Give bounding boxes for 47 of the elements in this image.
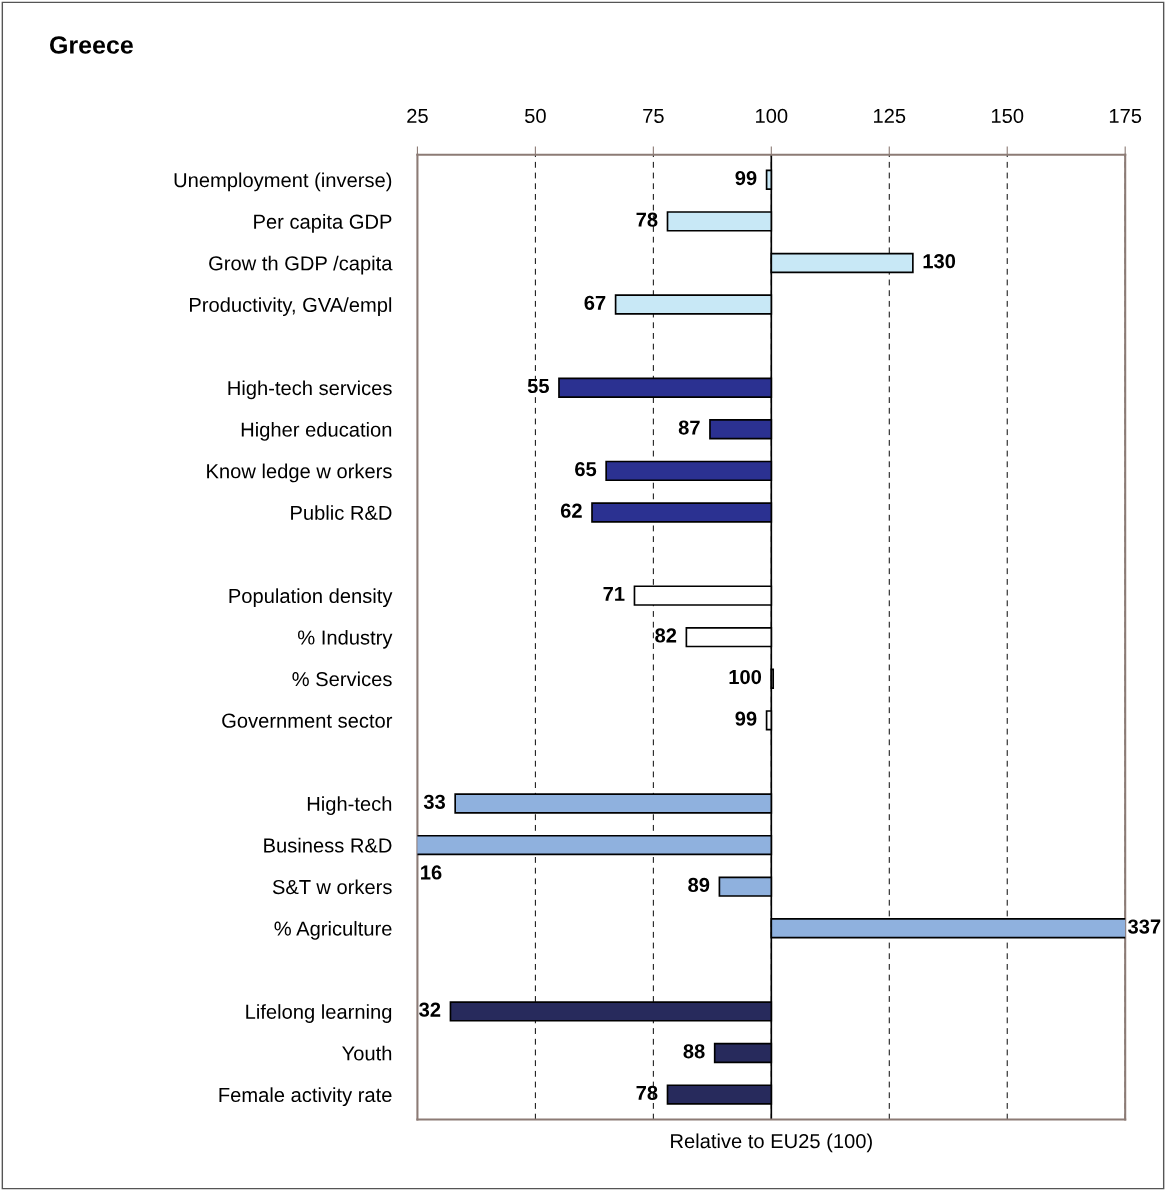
data-label: 130 bbox=[923, 254, 956, 269]
data-label: 67 bbox=[584, 295, 606, 310]
y-tick-label: High-tech services bbox=[228, 380, 392, 400]
x-tick-label: 125 bbox=[874, 108, 906, 124]
data-label: 32 bbox=[419, 1002, 441, 1017]
y-tick-label: Government sector bbox=[222, 713, 393, 728]
x-tick-label: 75 bbox=[643, 109, 664, 124]
data-label: 78 bbox=[636, 1085, 658, 1100]
data-label: 82 bbox=[655, 628, 677, 643]
x-tick-label: 50 bbox=[524, 108, 546, 124]
y-tick-label: Per capita GDP bbox=[254, 214, 392, 233]
y-tick-label: High-tech bbox=[307, 796, 392, 815]
y-tick-label: Grow th GDP /capita bbox=[209, 255, 393, 275]
data-label: 78 bbox=[636, 212, 658, 227]
y-tick-label: Lifelong learning bbox=[246, 1004, 392, 1023]
data-label: 99 bbox=[735, 711, 757, 726]
data-label: 62 bbox=[560, 503, 582, 518]
data-label: 89 bbox=[688, 877, 710, 893]
x-tick-label: 175 bbox=[1109, 109, 1142, 124]
y-tick-label: % Agriculture bbox=[274, 920, 392, 940]
data-label: 65 bbox=[575, 462, 597, 477]
y-tick-label: Unemployment (inverse) bbox=[174, 172, 392, 192]
data-label: 337 bbox=[1128, 919, 1161, 934]
y-tick-label: Female activity rate bbox=[219, 1087, 392, 1107]
y-tick-label: Know ledge w orkers bbox=[207, 463, 392, 483]
y-tick-label: Higher education bbox=[241, 421, 392, 441]
data-label: 87 bbox=[678, 420, 700, 435]
x-tick-label: 100 bbox=[756, 108, 788, 124]
y-tick-label: Population density bbox=[229, 588, 393, 608]
data-label: 100 bbox=[729, 669, 762, 685]
x-tick-label: 25 bbox=[407, 108, 428, 124]
y-tick-label: Youth bbox=[342, 1045, 392, 1061]
data-label: 71 bbox=[603, 586, 625, 601]
data-label: 16 bbox=[421, 865, 442, 880]
data-label: 33 bbox=[423, 794, 446, 809]
y-tick-label: S&T w orkers bbox=[272, 879, 392, 895]
data-label: 88 bbox=[683, 1044, 705, 1059]
data-label: 99 bbox=[735, 170, 757, 186]
data-label: 55 bbox=[527, 379, 549, 394]
x-tick-label: 150 bbox=[991, 108, 1024, 124]
y-tick-label: % Services bbox=[292, 671, 392, 687]
x-axis-title: Relative to EU25 (100) bbox=[671, 1133, 872, 1153]
y-tick-label: Public R&D bbox=[291, 505, 392, 520]
text: Greece bbox=[50, 36, 133, 54]
y-tick-label: Productivity, GVA/empl bbox=[190, 297, 392, 316]
y-tick-label: % Industry bbox=[298, 629, 393, 649]
y-tick-label: Business R&D bbox=[264, 837, 392, 853]
